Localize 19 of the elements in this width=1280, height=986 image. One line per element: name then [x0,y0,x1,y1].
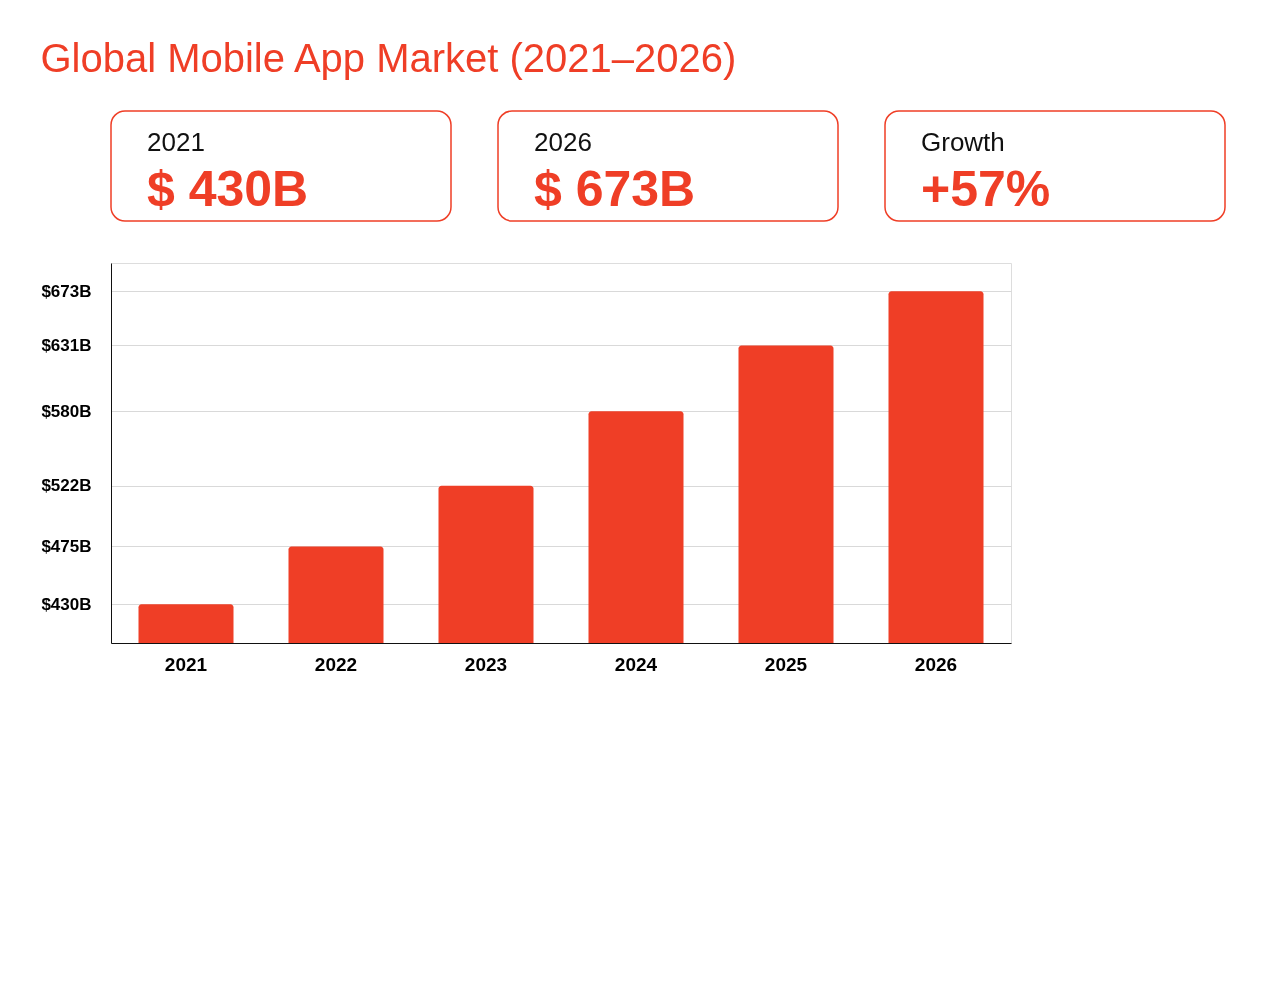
text: 2021 [147,127,205,157]
y-tick-label: $580B [41,401,92,421]
x-tick-label: 2022 [314,653,358,675]
y-tick-label: $631B [41,335,92,355]
x-tick-label: 2024 [614,653,658,675]
text: Growth [921,127,1005,157]
y-tick-label: $430B [41,594,92,614]
x-tick-label: 2023 [464,653,508,675]
text: 2026 [534,127,592,157]
text: $ 673B [534,161,696,217]
text: +57% [921,161,1051,217]
y-tick-label: $522B [41,476,92,496]
x-tick-label: 2021 [164,653,208,675]
x-tick-label: 2025 [764,653,808,675]
y-tick-label: $475B [41,536,92,556]
text: $ 430B [147,161,309,217]
chart-title: Global Mobile App Market (2021–2026) [40,36,737,81]
y-tick-label: $673B [41,281,92,301]
x-tick-label: 2026 [914,653,958,675]
